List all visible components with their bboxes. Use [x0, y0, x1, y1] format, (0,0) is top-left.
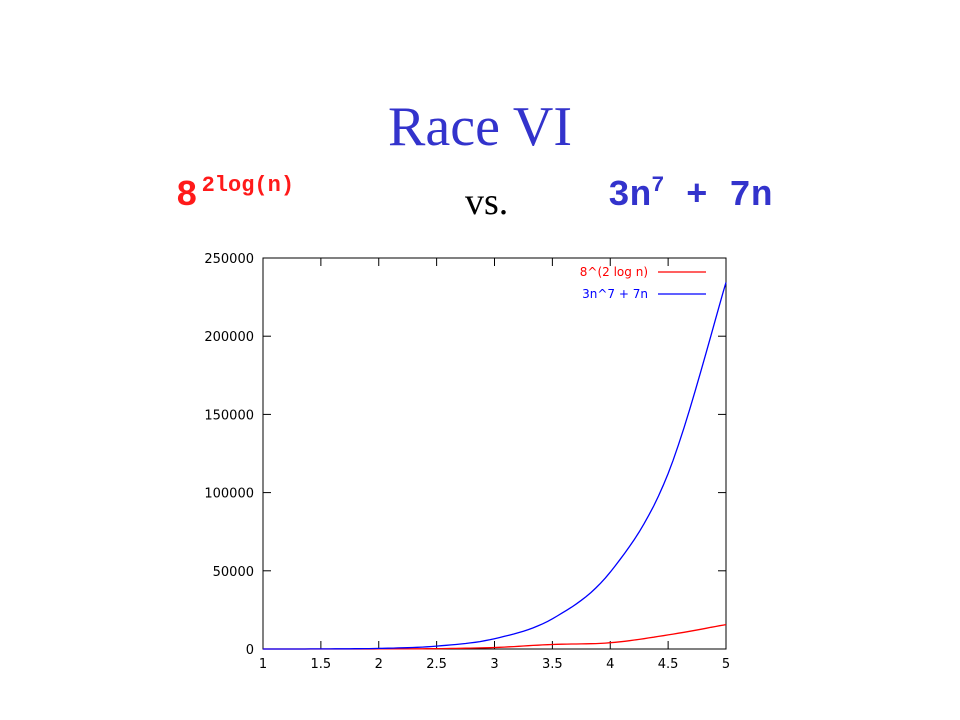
slide-title: Race VI: [388, 96, 572, 158]
vs-label: vs.: [465, 181, 509, 223]
x-tick-label: 3: [490, 657, 498, 672]
x-tick-label: 1.5: [311, 657, 332, 672]
legend: 8^(2 log n) 3n^7 + 7n: [580, 265, 706, 301]
x-tick-label: 3.5: [542, 657, 563, 672]
x-tick-label: 2: [375, 657, 383, 672]
y-tick-label: 100000: [204, 487, 254, 502]
left-expression: 8 2log(n): [176, 172, 294, 220]
series-lines: [263, 282, 727, 650]
x-tick-label: 2.5: [426, 657, 447, 672]
y-tick-label: 50000: [213, 565, 254, 580]
axes: 1 1.5 2 2.5 3 3.5 4 4.5 5 0 50000 100000 150000 20000…: [204, 252, 730, 672]
right-expression: 3n7 + 7n: [608, 172, 772, 220]
x-tick-label: 4: [606, 657, 614, 672]
y-tick-label: 150000: [204, 408, 254, 423]
right-expression-rest: + 7n: [664, 175, 773, 216]
x-tick-label: 4.5: [658, 657, 679, 672]
y-tick-label: 250000: [204, 252, 254, 267]
y-tick-label: 0: [246, 643, 254, 658]
plot-frame: [262, 257, 727, 650]
left-expression-base: 8: [176, 175, 198, 216]
right-expression-exponent: 7: [651, 173, 665, 198]
legend-label-1: 8^(2 log n): [580, 265, 648, 279]
y-tick-label: 200000: [204, 330, 254, 345]
left-expression-exponent: 2log(n): [201, 173, 295, 198]
x-tick-label: 5: [722, 657, 730, 672]
x-tick-label: 1: [259, 657, 267, 672]
legend-label-2: 3n^7 + 7n: [582, 287, 648, 301]
series-line-2: [263, 282, 727, 650]
right-expression-term: 3n: [608, 175, 652, 216]
